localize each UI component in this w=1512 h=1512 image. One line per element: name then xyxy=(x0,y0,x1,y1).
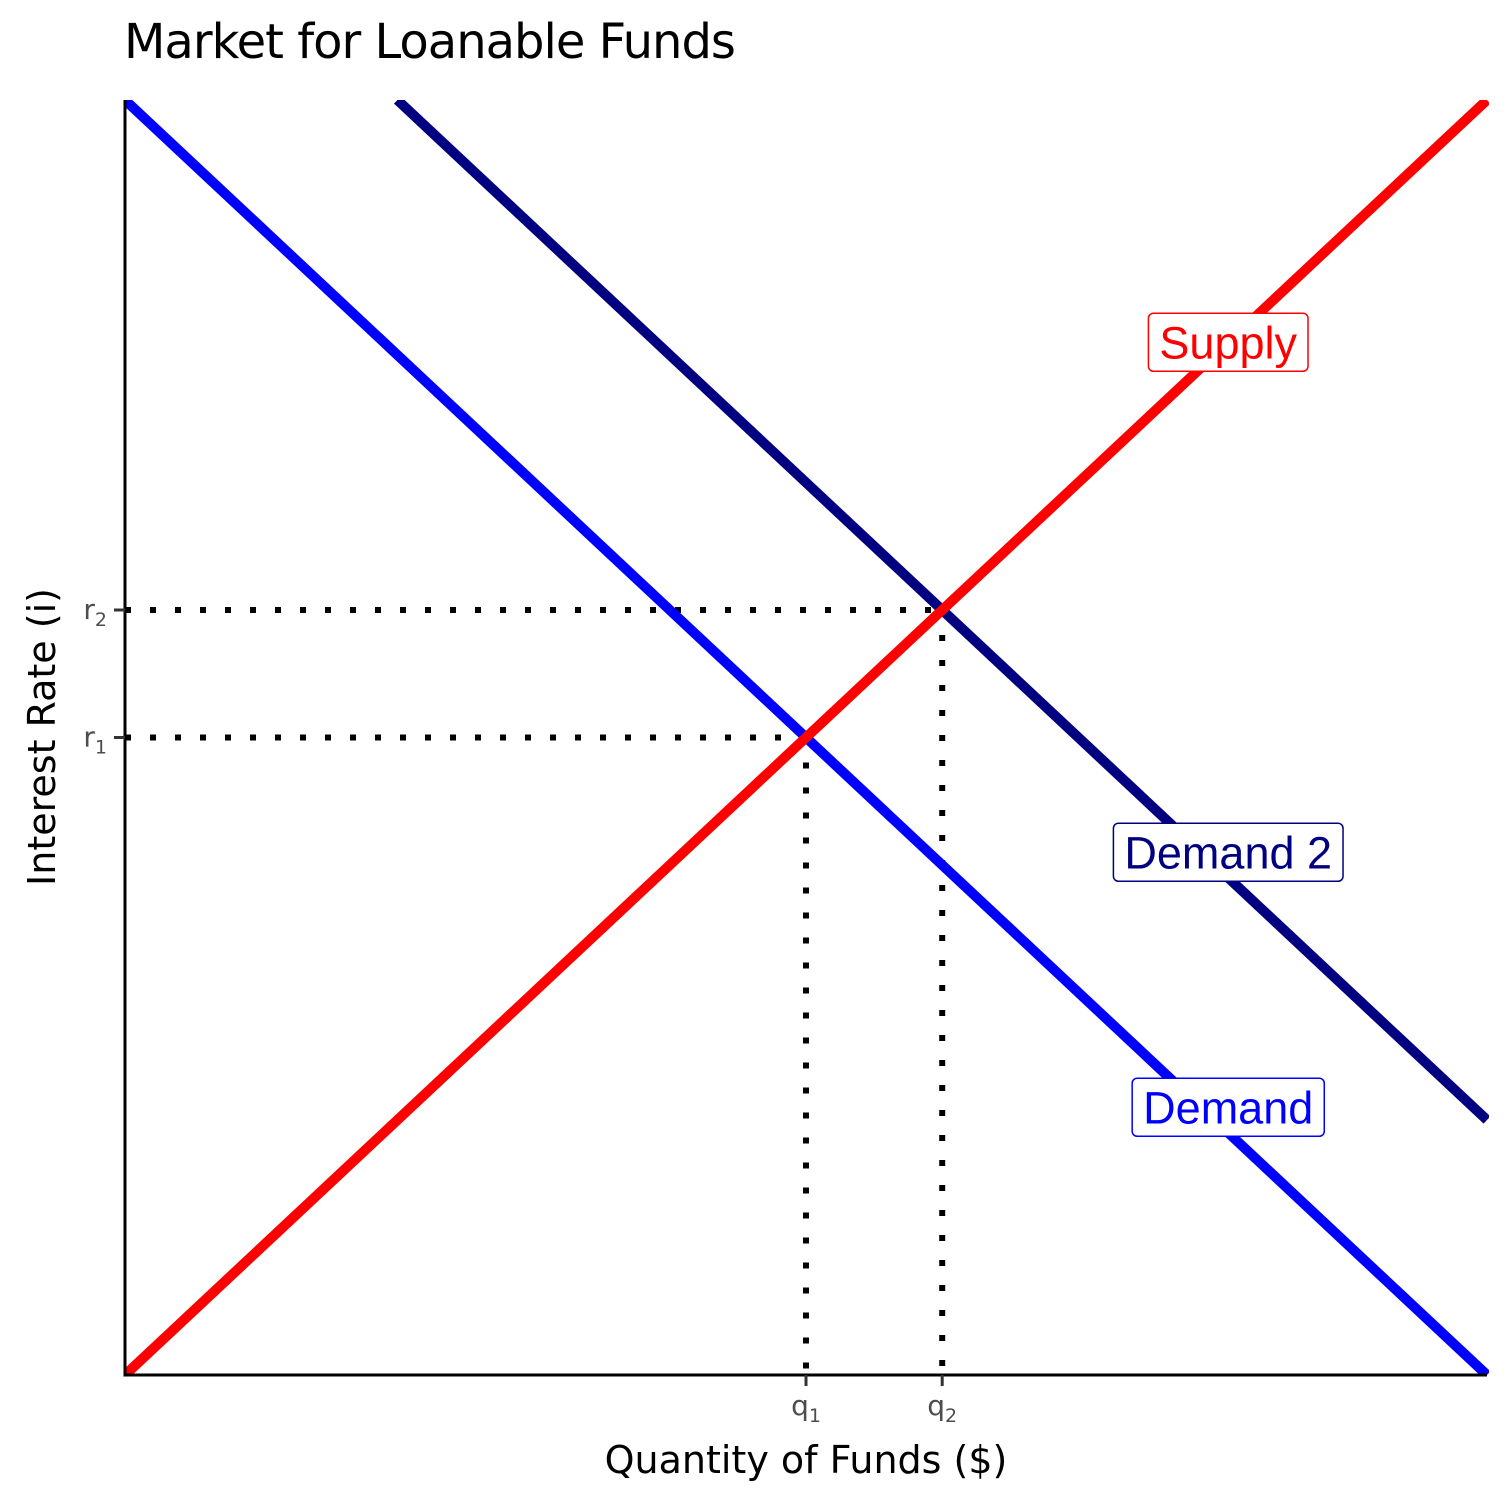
x-tick-label-1: q1 xyxy=(791,1389,821,1427)
demand-2-label-box xyxy=(1112,822,1344,882)
x-axis-label: Quantity of Funds ($) xyxy=(604,1438,1008,1482)
demand-2-label: Demand 2 xyxy=(1124,827,1332,878)
supply-label: Supply xyxy=(1159,317,1297,368)
chart-title: Market for Loanable Funds xyxy=(124,14,736,70)
y-tick-label-2: r2 xyxy=(83,593,107,631)
x-tick-label-2: q2 xyxy=(927,1389,957,1427)
demand-label-box xyxy=(1131,1077,1326,1137)
y-axis-label: Interest Rate (i) xyxy=(20,588,64,886)
demand-label: Demand xyxy=(1143,1082,1313,1133)
supply-label-box xyxy=(1147,312,1309,372)
y-tick-label-1: r1 xyxy=(83,721,107,759)
